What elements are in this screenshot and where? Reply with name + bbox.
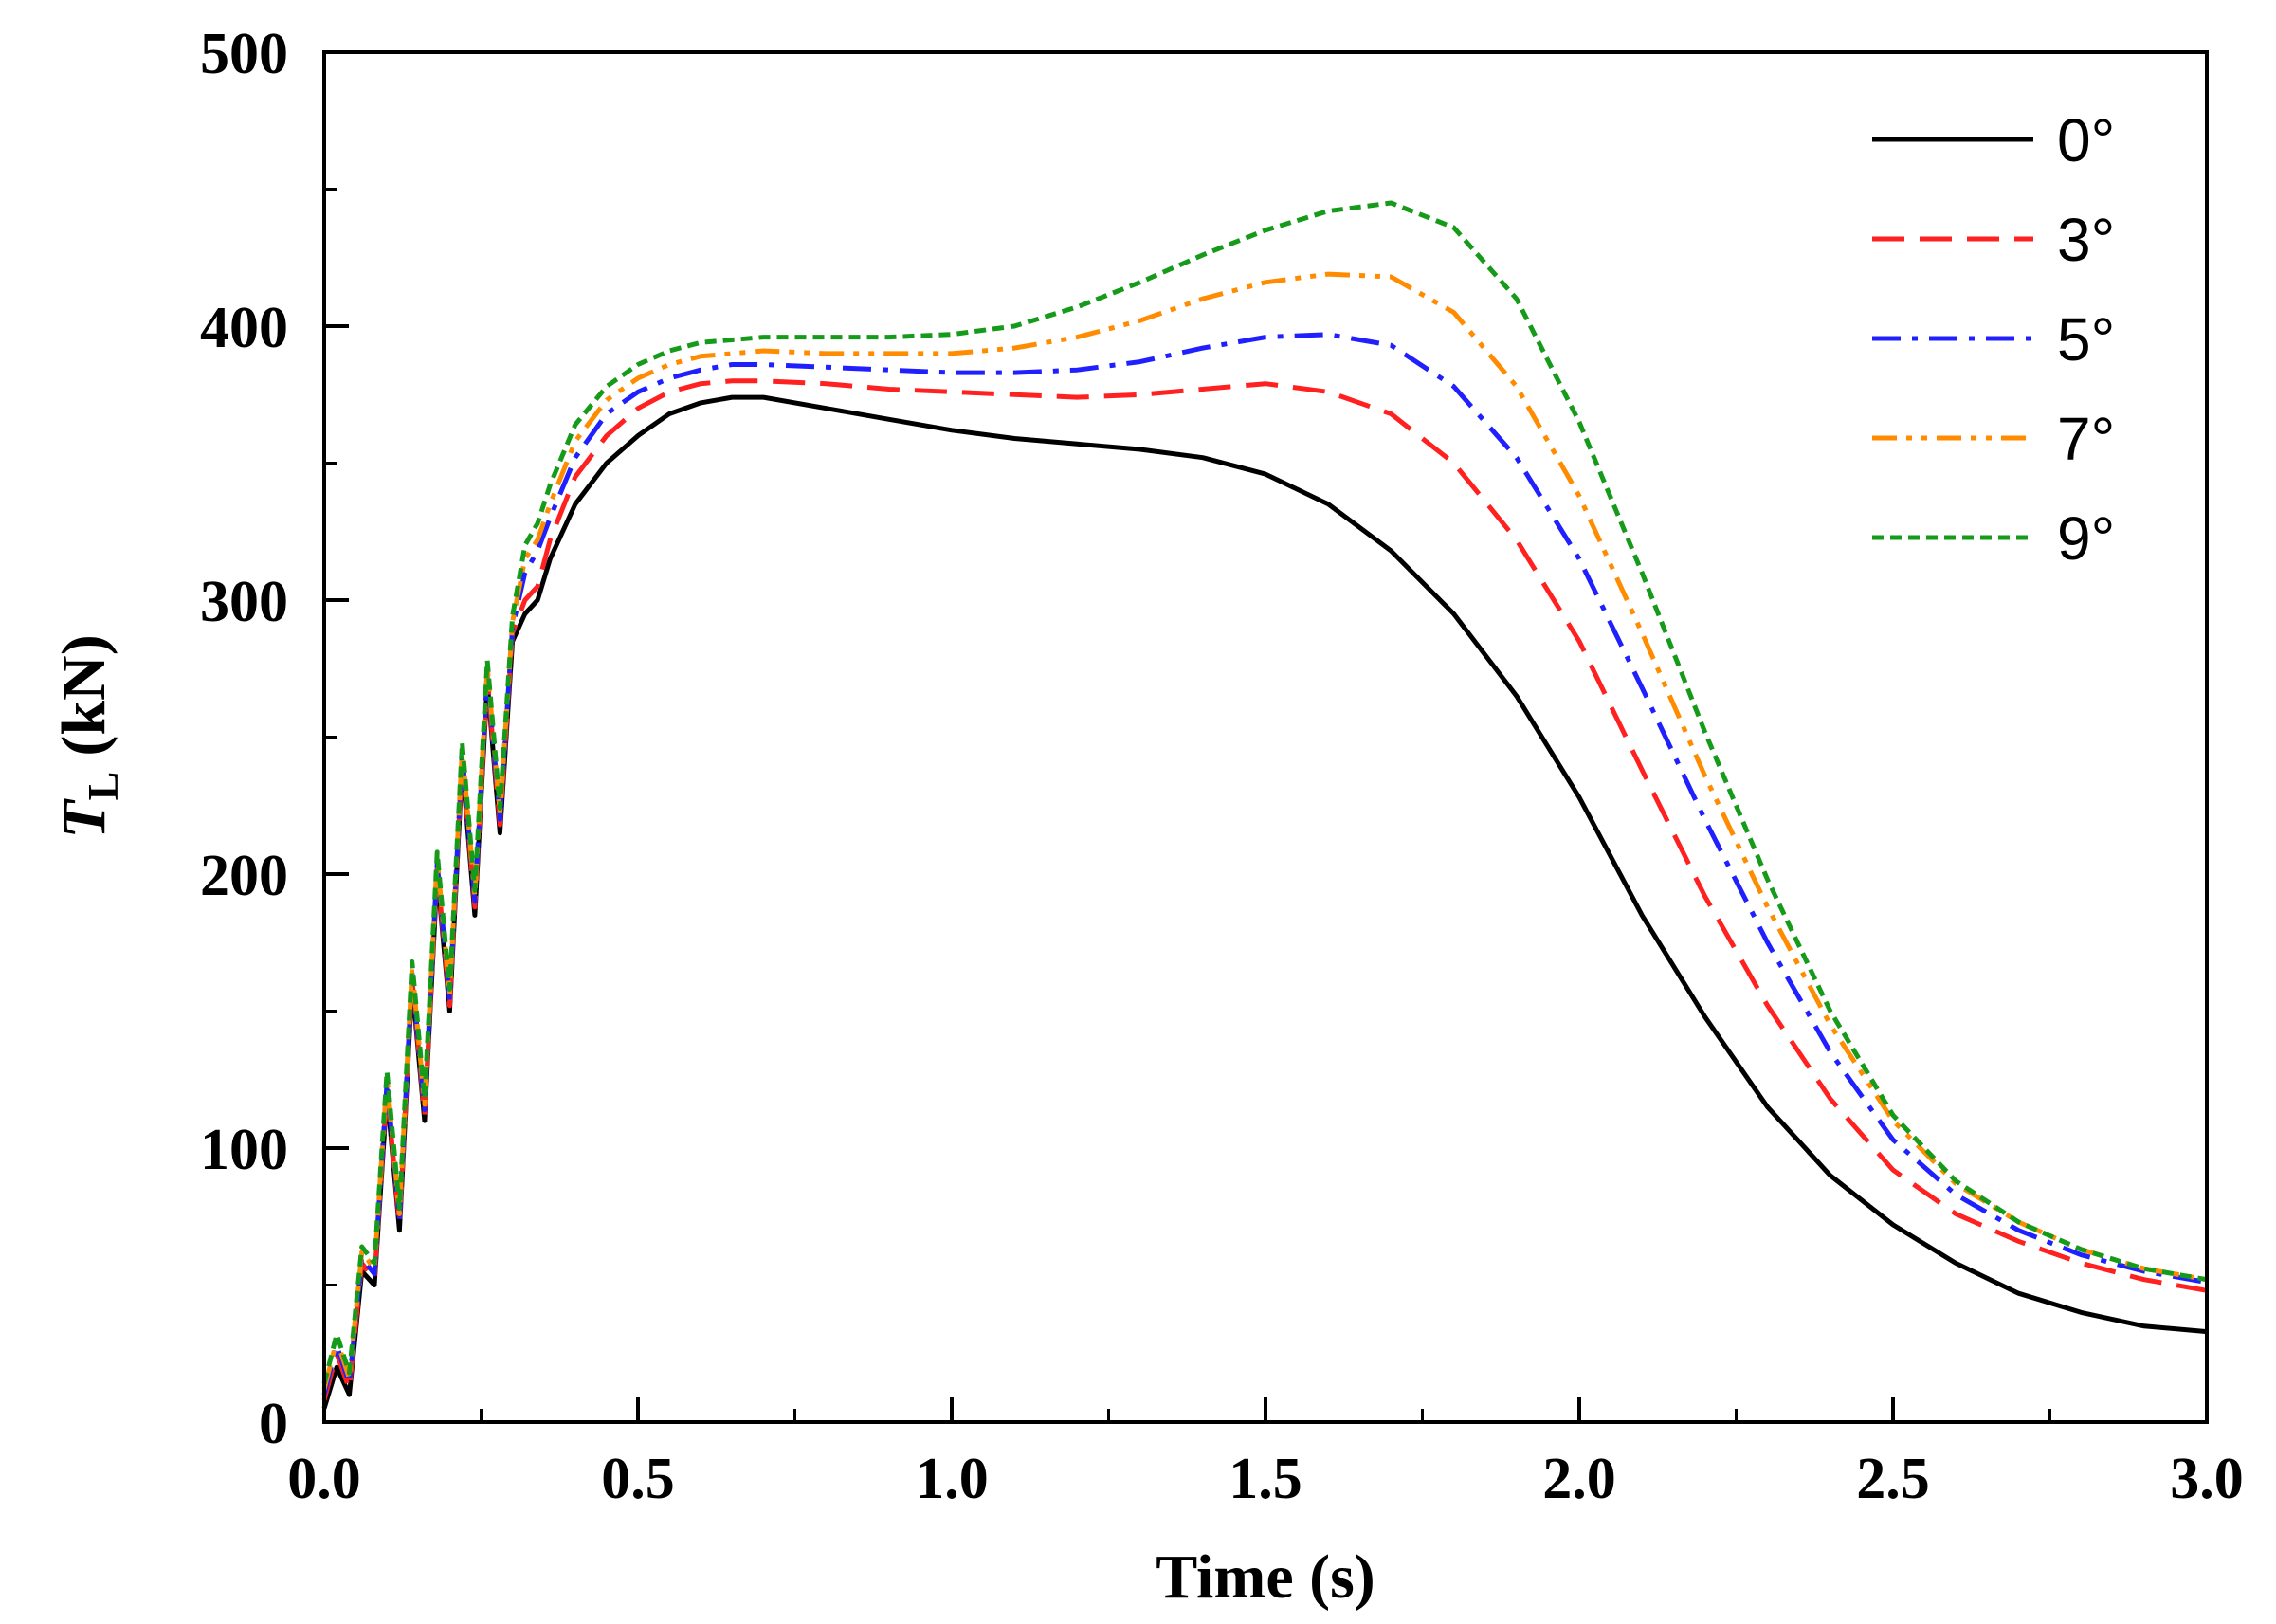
series-line-0	[321, 394, 2208, 1410]
legend-label-3: 7°	[2057, 405, 2115, 473]
y-tick-label: 0	[259, 1392, 288, 1456]
series-line-1	[321, 378, 2208, 1401]
x-tick-label: 3.0	[2170, 1447, 2244, 1511]
x-tick-label: 1.0	[915, 1447, 989, 1511]
plot-frame	[322, 50, 2209, 1424]
legend-label-2: 5°	[2057, 305, 2115, 374]
y-tick-label: 300	[200, 570, 288, 634]
x-axis-title: Time (s)	[1156, 1542, 1375, 1612]
series-line-3	[321, 271, 2208, 1390]
series-line-2	[321, 332, 2208, 1396]
x-tick-label: 2.0	[1542, 1447, 1616, 1511]
x-tick-label: 0.0	[287, 1447, 361, 1511]
axis-ticks	[322, 50, 2209, 1424]
tick-labels: 0.0 0.5 1.0 1.5 2.0 2.5 3.0 0 100 200 300 400 500	[200, 22, 2244, 1511]
y-tick-label: 100	[200, 1118, 288, 1182]
x-tick-label: 0.5	[601, 1447, 675, 1511]
y-tick-label: 200	[200, 844, 288, 908]
legend-label-4: 9°	[2057, 504, 2115, 573]
y-tick-label: 400	[200, 296, 288, 360]
legend: 0° 3° 5° 7° 9°	[1872, 106, 2115, 573]
y-axis-title: TL (kN)	[49, 634, 127, 838]
legend-label-1: 3°	[2057, 206, 2115, 274]
x-tick-label: 1.5	[1229, 1447, 1302, 1511]
y-axis-symbol: T	[49, 798, 118, 839]
series-group	[321, 200, 2208, 1410]
y-axis-subscript: L	[79, 772, 127, 801]
legend-label-0: 0°	[2057, 106, 2115, 174]
y-tick-label: 500	[200, 22, 288, 86]
y-axis-unit: (kN)	[49, 634, 118, 756]
series-line-4	[321, 200, 2208, 1385]
x-tick-label: 2.5	[1856, 1447, 1930, 1511]
